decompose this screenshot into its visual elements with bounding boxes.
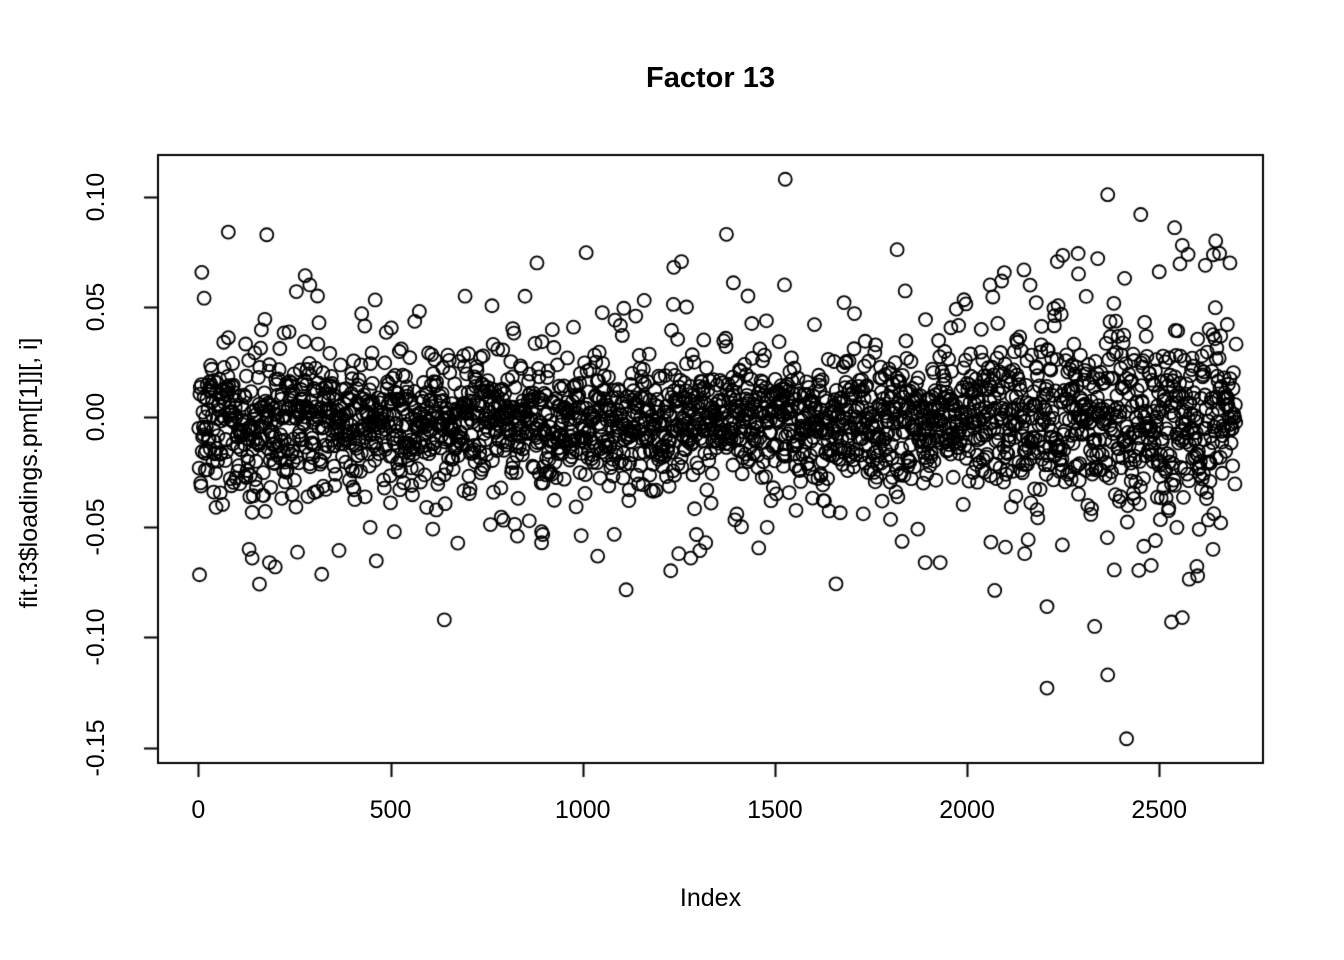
y-tick-label: 0.05 bbox=[82, 282, 110, 332]
y-tick-label: -0.15 bbox=[82, 719, 110, 777]
x-tick-label: 1500 bbox=[747, 796, 803, 824]
y-tick-label: -0.05 bbox=[82, 498, 110, 556]
y-axis-label: fit.f3$loadings.pm[[1]][, i] bbox=[15, 337, 43, 609]
x-tick-label: 2000 bbox=[939, 796, 995, 824]
x-tick-label: 0 bbox=[191, 796, 206, 824]
chart-title: Factor 13 bbox=[646, 62, 775, 94]
y-tick-label: 0.00 bbox=[82, 392, 110, 442]
y-tick-label: 0.10 bbox=[82, 172, 110, 222]
y-tick-label: -0.10 bbox=[82, 608, 110, 666]
x-tick-label: 1000 bbox=[554, 796, 611, 824]
x-axis-label: Index bbox=[679, 884, 742, 912]
x-tick-label: 2500 bbox=[1131, 796, 1188, 824]
x-tick-label: 500 bbox=[369, 796, 412, 824]
